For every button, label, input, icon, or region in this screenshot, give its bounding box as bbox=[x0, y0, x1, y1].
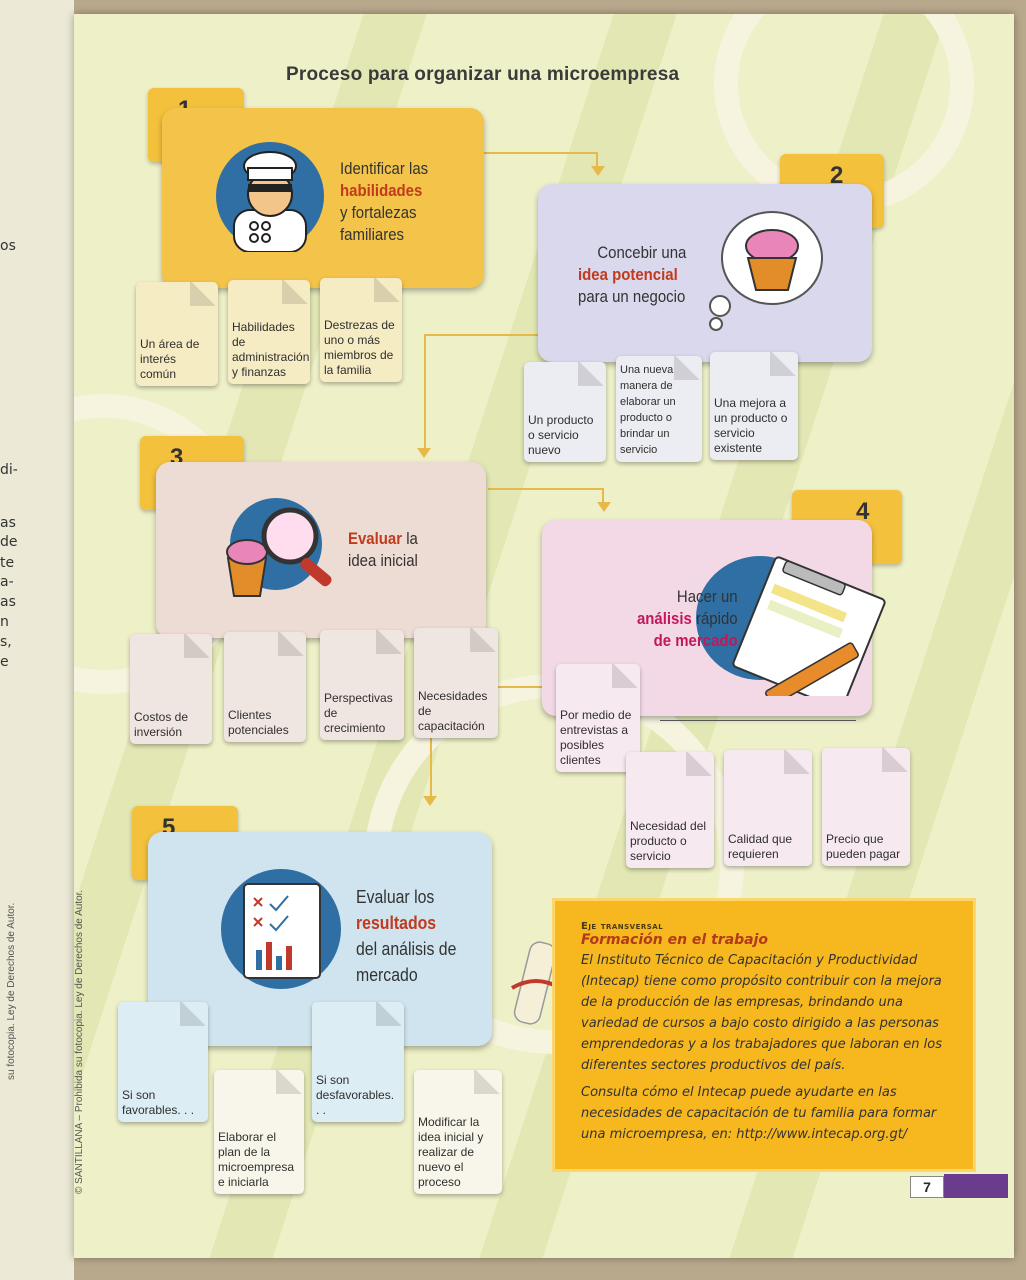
step-5-highlight: resultados bbox=[356, 913, 437, 933]
eje-title: Formación en el trabajo bbox=[581, 932, 769, 948]
left-page-fragment: a- bbox=[0, 574, 14, 590]
step-3-highlight: Evaluar bbox=[348, 529, 403, 548]
step-1-item-text: Un área de interés común bbox=[140, 337, 200, 381]
arrow-down-icon bbox=[423, 796, 437, 806]
page-number: 7 bbox=[910, 1176, 944, 1198]
step-5-result-text: Modificar la idea inicial y realizar de … bbox=[418, 1115, 484, 1189]
magnifier-cupcake-icon bbox=[226, 498, 332, 597]
step-2-item-text: Una mejora a un producto o servicio exis… bbox=[714, 396, 788, 455]
step-4-branch-line bbox=[660, 720, 856, 744]
step-2-text-after-1: para un negocio bbox=[578, 287, 686, 306]
step-1-item: Destrezas de uno o más miembros de la fa… bbox=[320, 278, 402, 382]
step-3-item-text: Clientes potenciales bbox=[228, 708, 289, 737]
step-5-text-after-1: del análisis de bbox=[356, 939, 457, 959]
step-4-item: Precio que pueden pagar bbox=[822, 748, 910, 866]
step-4-lead-text: Por medio de entrevistas a posibles clie… bbox=[560, 708, 632, 767]
connector-1-2 bbox=[482, 152, 598, 168]
step-4-text-after-1: rápido bbox=[696, 609, 738, 628]
step-2-item: Una mejora a un producto o servicio exis… bbox=[710, 352, 798, 460]
step-5-result: Modificar la idea inicial y realizar de … bbox=[414, 1070, 502, 1194]
step-1-highlight: habilidades bbox=[340, 181, 423, 200]
step-1-text-after-1: y fortalezas bbox=[340, 203, 417, 222]
step-1-item-text: Habilidades de administración y finanzas bbox=[232, 320, 310, 379]
step-3-text-after-2: idea inicial bbox=[348, 551, 418, 570]
step-3-item-text: Necesidades de capacitación bbox=[418, 689, 488, 733]
step-3-card: Evaluar la idea inicial bbox=[156, 462, 486, 638]
step-2-item: Una nueva manera de elaborar un producto… bbox=[616, 356, 702, 462]
step-5-condition: Si son desfavorables. . . bbox=[312, 1002, 404, 1122]
clipboard-pencil-icon bbox=[696, 556, 886, 696]
left-page-fragment: te bbox=[0, 555, 15, 571]
page-title: Proceso para organizar una microempresa bbox=[286, 64, 680, 85]
step-4-item: Calidad que requieren bbox=[724, 750, 812, 866]
step-3-text-after-1: la bbox=[406, 529, 418, 548]
step-4-item-text: Necesidad del producto o servicio bbox=[630, 819, 707, 863]
step-4-lead: Por medio de entrevistas a posibles clie… bbox=[556, 664, 640, 772]
step-3-item: Clientes potenciales bbox=[224, 632, 306, 742]
left-page-fragment: n bbox=[0, 614, 9, 630]
left-page-fragment: as bbox=[0, 594, 16, 610]
left-page-fragment: as bbox=[0, 515, 16, 531]
step-1-item: Un área de interés común bbox=[136, 282, 218, 386]
step-4-item-text: Precio que pueden pagar bbox=[826, 832, 901, 861]
chef-icon bbox=[216, 142, 324, 252]
arrow-down-icon bbox=[597, 502, 611, 512]
connector-3-4 bbox=[488, 488, 604, 504]
left-page-fragment: e bbox=[0, 654, 9, 670]
eje-paragraph-2: Consulta cómo el Intecap puede ayudarte … bbox=[581, 1085, 937, 1142]
step-3-item-text: Perspectivas de crecimiento bbox=[324, 691, 393, 735]
left-page-fragment: s, bbox=[0, 634, 12, 650]
arrow-down-icon bbox=[591, 166, 605, 176]
step-5-condition-text: Si son favorables. . . bbox=[122, 1088, 195, 1117]
step-2-text-before: Concebir una bbox=[597, 243, 687, 262]
step-4-item-text: Calidad que requieren bbox=[728, 832, 793, 861]
page-number-bar bbox=[944, 1174, 1008, 1198]
step-3-item: Necesidades de capacitación bbox=[414, 628, 498, 738]
step-1-card: Identificar las habilidades y fortalezas… bbox=[162, 108, 484, 288]
step-4-text-before: Hacer un bbox=[676, 587, 738, 606]
step-1-text-before: Identificar las bbox=[340, 159, 429, 178]
left-page-fragment: os bbox=[0, 238, 16, 254]
eje-kicker: Eje transversal bbox=[581, 921, 664, 932]
left-page-vertical-text: su fotocopia. Ley de Derechos de Autor. bbox=[6, 902, 17, 1080]
step-5-result-text: Elaborar el plan de la microempresa e in… bbox=[218, 1130, 295, 1189]
step-4-item: Necesidad del producto o servicio bbox=[626, 752, 714, 868]
adjacent-page: os di- as de te a- as n s, e su fotocopi… bbox=[0, 0, 74, 1280]
step-2-highlight: idea potencial bbox=[578, 265, 678, 284]
left-page-fragment: de bbox=[0, 534, 18, 550]
step-4-highlight-2: de mercado bbox=[653, 631, 738, 650]
step-1-item-text: Destrezas de uno o más miembros de la fa… bbox=[324, 318, 395, 377]
step-3-item: Costos de inversión bbox=[130, 634, 212, 744]
left-page-fragment: di- bbox=[0, 462, 18, 478]
step-2-item-text: Una nueva manera de elaborar un producto… bbox=[620, 364, 676, 456]
step-2-item: Un producto o servicio nuevo bbox=[524, 362, 606, 462]
step-2-card: Concebir una idea potencial para un nego… bbox=[538, 184, 872, 362]
connector-2-3 bbox=[424, 334, 540, 450]
cupcake-thought-icon bbox=[709, 211, 823, 331]
step-5-text-after-2: mercado bbox=[356, 965, 418, 985]
step-4-highlight: análisis bbox=[636, 609, 692, 628]
step-5-condition-text: Si son desfavorables. . . bbox=[316, 1073, 395, 1117]
step-2-item-text: Un producto o servicio nuevo bbox=[528, 413, 594, 457]
step-1-item: Habilidades de administración y finanzas bbox=[228, 280, 310, 384]
step-1-text-after-2: familiares bbox=[340, 225, 405, 244]
eje-paragraph-1: El Instituto Técnico de Capacitación y P… bbox=[581, 953, 943, 1073]
step-5-condition: Si son favorables. . . bbox=[118, 1002, 208, 1122]
step-3-item-text: Costos de inversión bbox=[134, 710, 189, 739]
arrow-down-icon bbox=[417, 448, 431, 458]
step-5-result: Elaborar el plan de la microempresa e in… bbox=[214, 1070, 304, 1194]
results-document-icon bbox=[221, 869, 341, 989]
step-3-item: Perspectivas de crecimiento bbox=[320, 630, 404, 740]
copyright-notice: © SANTILLANA – Prohibida su fotocopia. L… bbox=[74, 889, 85, 1194]
step-5-text-before: Evaluar los bbox=[356, 887, 435, 907]
eje-transversal-box: Eje transversal Formación en el trabajo … bbox=[552, 898, 976, 1172]
